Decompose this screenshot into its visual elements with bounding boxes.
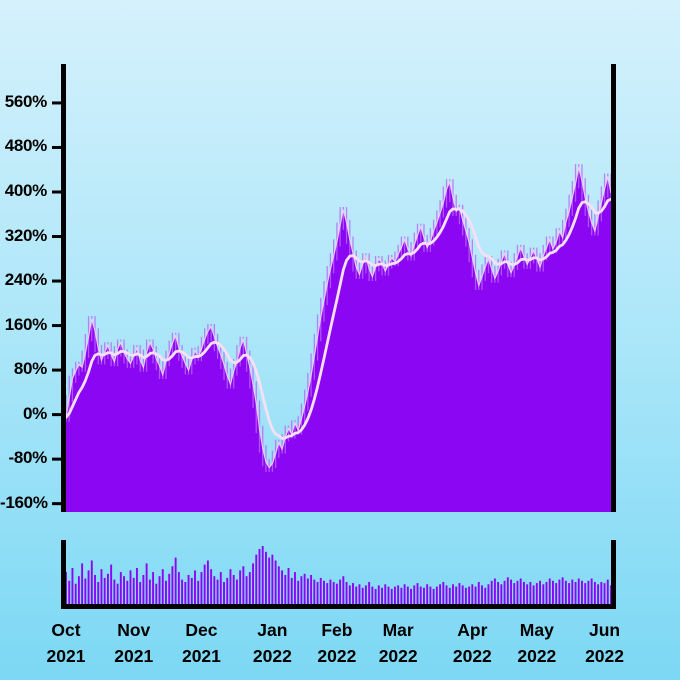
x-month-label: Feb 2022 bbox=[292, 617, 382, 669]
y-tick-label: 320% bbox=[4, 225, 48, 245]
month-name: Jan bbox=[257, 620, 288, 640]
month-year: 2022 bbox=[317, 646, 357, 666]
month-name: Mar bbox=[382, 620, 414, 640]
month-name: Nov bbox=[117, 620, 151, 640]
x-month-label: Apr 2022 bbox=[427, 617, 517, 669]
month-year: 2022 bbox=[452, 646, 492, 666]
x-month-label: May 2022 bbox=[492, 617, 582, 669]
month-name: Feb bbox=[321, 620, 353, 640]
month-year: 2021 bbox=[46, 646, 86, 666]
month-year: 2022 bbox=[585, 646, 625, 666]
month-name: Oct bbox=[51, 620, 81, 640]
y-tick-label: 400% bbox=[4, 181, 48, 200]
x-month-label: Jan 2022 bbox=[227, 617, 317, 669]
month-name: Apr bbox=[457, 620, 488, 640]
y-tick-label: -80% bbox=[8, 448, 48, 468]
x-month-label: Oct 2021 bbox=[21, 617, 111, 669]
x-month-label: Mar 2022 bbox=[353, 617, 443, 669]
month-name: Dec bbox=[185, 620, 218, 640]
month-year: 2021 bbox=[181, 646, 221, 666]
month-name: Jun bbox=[588, 620, 621, 640]
y-tick-label: 160% bbox=[4, 314, 48, 334]
moving-average-line bbox=[64, 197, 613, 440]
y-tick-label: -160% bbox=[0, 492, 48, 512]
y-tick-label: 80% bbox=[13, 359, 47, 379]
month-year: 2022 bbox=[517, 646, 557, 666]
y-tick-label: 560% bbox=[4, 91, 48, 111]
x-month-label: Dec 2021 bbox=[156, 617, 246, 669]
month-year: 2022 bbox=[252, 646, 292, 666]
x-month-label: Jun 2022 bbox=[560, 617, 650, 669]
x-month-label: Nov 2021 bbox=[89, 617, 179, 669]
percent-edge-line bbox=[65, 166, 612, 469]
month-year: 2022 bbox=[378, 646, 418, 666]
month-name: May bbox=[519, 620, 554, 640]
y-tick-label: 0% bbox=[23, 403, 47, 423]
month-year: 2021 bbox=[114, 646, 154, 666]
y-tick-label: 480% bbox=[4, 136, 48, 156]
y-tick-label: 240% bbox=[4, 270, 48, 290]
percent-area bbox=[66, 166, 611, 512]
